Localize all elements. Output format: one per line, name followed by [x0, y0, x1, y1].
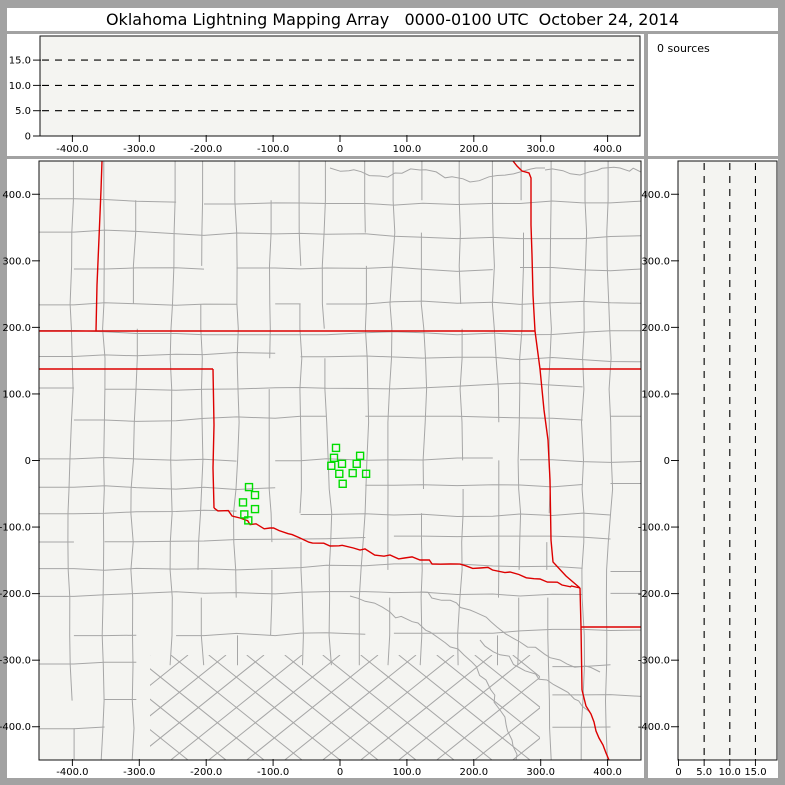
svg-text:300.0: 300.0: [526, 144, 555, 155]
svg-text:100.0: 100.0: [641, 389, 670, 400]
svg-text:-400.0: -400.0: [0, 722, 31, 733]
ew-altitude-plot-area[interactable]: [39, 35, 641, 137]
ns-altitude-plot-area[interactable]: [677, 160, 778, 761]
svg-text:-300.0: -300.0: [638, 656, 670, 667]
svg-text:-300.0: -300.0: [0, 656, 31, 667]
station-marker: [335, 469, 344, 478]
svg-text:0: 0: [337, 144, 343, 155]
svg-text:-100.0: -100.0: [638, 523, 670, 534]
svg-text:100.0: 100.0: [393, 767, 422, 778]
svg-text:0: 0: [664, 456, 670, 467]
station-marker: [327, 461, 336, 470]
station-marker: [352, 459, 361, 468]
svg-text:-200.0: -200.0: [190, 767, 222, 778]
ew-altitude-plot: 15.0 10.0 5.0 0 -400.0 -300.0 -200.0 -100.0 0 100…: [9, 35, 641, 155]
map-y-axis: 400.0 300.0 200.0 100.0 0 -100.0 -200.0 -300.0 -…: [0, 190, 40, 733]
county-lines: [39, 161, 641, 760]
red-river-border: [213, 507, 581, 589]
altitude-gridlines-ns: [703, 163, 757, 758]
svg-text:-100.0: -100.0: [0, 523, 31, 534]
county-lines-diagonal: [150, 655, 540, 760]
svg-text:-400.0: -400.0: [638, 722, 670, 733]
svg-text:200.0: 200.0: [459, 767, 488, 778]
panel-sources: 0 sources: [648, 34, 778, 156]
svg-text:300.0: 300.0: [641, 256, 670, 267]
svg-text:-400.0: -400.0: [56, 144, 88, 155]
svg-text:-200.0: -200.0: [0, 589, 31, 600]
station-marker: [361, 469, 371, 478]
station-marker: [331, 443, 341, 453]
station-marker: [238, 498, 248, 507]
svg-text:300.0: 300.0: [2, 256, 31, 267]
svg-text:5.0: 5.0: [696, 767, 712, 778]
state-borders: [39, 161, 641, 760]
svg-text:15.0: 15.0: [744, 767, 766, 778]
station-marker: [244, 516, 253, 525]
ew-y-axis: 15.0 10.0 5.0 0: [9, 56, 41, 143]
sources-count-label: 0 sources: [657, 42, 710, 55]
svg-text:0: 0: [25, 132, 31, 143]
svg-text:-300.0: -300.0: [123, 144, 155, 155]
ns-y-axis: 400.0 300.0 200.0 100.0 0 -100.0 -200.0 -300.0 -…: [638, 190, 679, 733]
station-marker: [250, 504, 260, 514]
station-marker: [329, 453, 339, 462]
ns-altitude-plot: 400.0 300.0 200.0 100.0 0 -100.0 -200.0 -300.0 -…: [638, 160, 778, 778]
station-marker: [244, 482, 254, 492]
svg-text:100.0: 100.0: [393, 144, 422, 155]
svg-text:10.0: 10.0: [9, 81, 31, 92]
station-marker: [337, 459, 347, 468]
svg-text:-200.0: -200.0: [638, 589, 670, 600]
station-marker: [355, 451, 365, 460]
map-x-axis: -400.0 -300.0 -200.0 -100.0 0 100.0 200.0 300.0…: [56, 759, 622, 778]
title-bar: Oklahoma Lightning Mapping Array 0000-01…: [7, 8, 778, 31]
river-lines: [329, 166, 641, 760]
svg-text:5.0: 5.0: [15, 106, 31, 117]
svg-text:400.0: 400.0: [593, 144, 622, 155]
svg-text:0: 0: [675, 767, 681, 778]
svg-text:400.0: 400.0: [593, 767, 622, 778]
svg-text:-400.0: -400.0: [56, 767, 88, 778]
window-title: Oklahoma Lightning Mapping Array 0000-01…: [105, 10, 680, 29]
station-marker: [348, 468, 357, 478]
ew-x-axis: -400.0 -300.0 -200.0 -100.0 0 100.0 200.0 300.0…: [56, 135, 622, 155]
svg-text:0: 0: [25, 456, 31, 467]
svg-text:-200.0: -200.0: [190, 144, 222, 155]
svg-text:200.0: 200.0: [459, 144, 488, 155]
station-markers: [238, 443, 371, 525]
svg-text:400.0: 400.0: [2, 190, 31, 201]
svg-text:200.0: 200.0: [2, 323, 31, 334]
svg-text:-100.0: -100.0: [257, 767, 289, 778]
svg-text:0: 0: [337, 767, 343, 778]
svg-text:-300.0: -300.0: [123, 767, 155, 778]
plan-view-plot: 400.0300.0200.0100.00-100.0-200.0-300.0-…: [0, 160, 642, 778]
ns-x-axis: 0 5.0 10.0 15.0: [675, 759, 767, 778]
svg-text:-100.0: -100.0: [257, 144, 289, 155]
svg-text:15.0: 15.0: [9, 56, 31, 67]
svg-text:200.0: 200.0: [641, 323, 670, 334]
svg-text:300.0: 300.0: [526, 767, 555, 778]
station-marker: [338, 479, 347, 488]
altitude-gridlines-ew: [42, 59, 638, 112]
station-marker: [250, 490, 260, 500]
svg-text:400.0: 400.0: [641, 190, 670, 201]
svg-text:100.0: 100.0: [2, 389, 31, 400]
svg-text:10.0: 10.0: [719, 767, 741, 778]
